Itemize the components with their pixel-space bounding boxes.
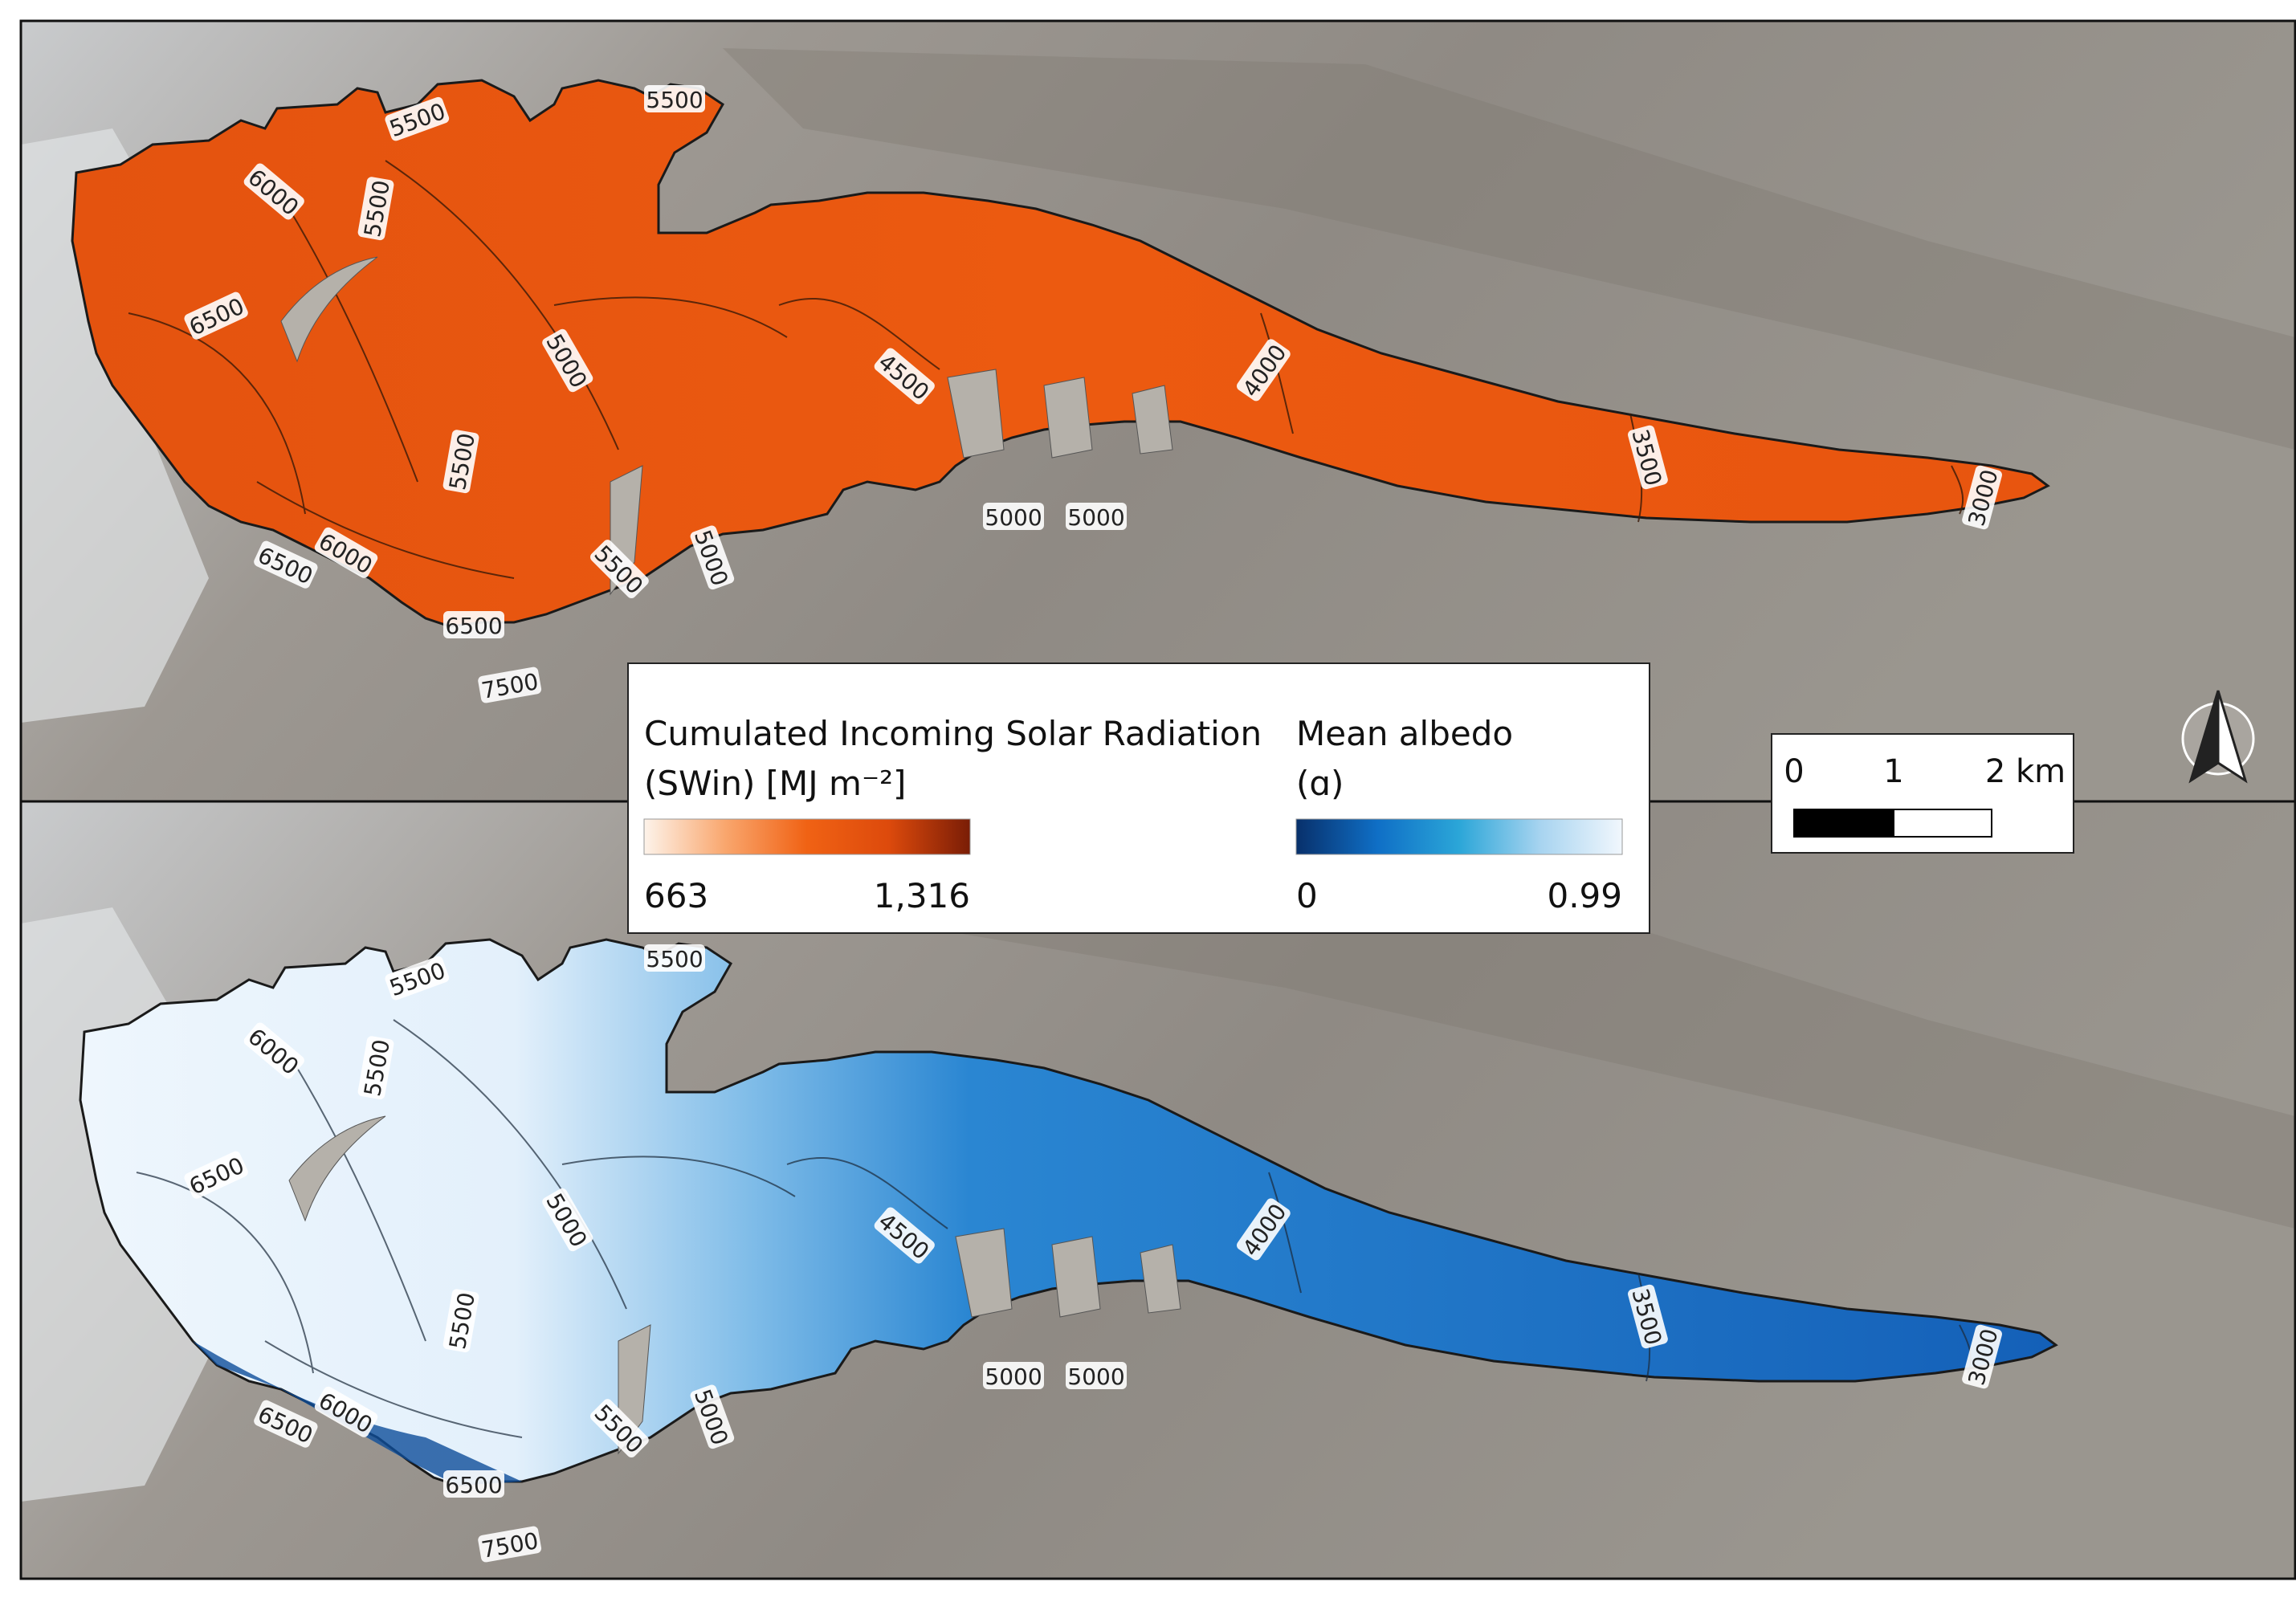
svg-text:6500: 6500 [445,613,502,639]
contour-label: 5500 [442,1289,480,1353]
contour-label: 5500 [644,85,705,113]
svg-text:5000: 5000 [985,504,1042,531]
svg-text:5500: 5500 [646,946,703,972]
ridge-shadow [723,48,2295,450]
albedo-legend-title-line2: (ɑ) [1296,764,1344,803]
svg-text:5000: 5000 [1067,1364,1124,1390]
contour-label: 5000 [983,1362,1044,1390]
contour-label: 5000 [983,503,1044,531]
legend-box: Cumulated Incoming Solar Radiation (SWin… [627,662,1650,934]
albedo-legend-title-line1: Mean albedo [1296,714,1513,753]
albedo-legend-min: 0 [1296,876,1318,915]
contour-label: 6500 [443,1470,504,1498]
scale-bar: 0 1 2 km [1771,733,2074,854]
swin-colorbar [643,818,971,855]
svg-text:6500: 6500 [445,1472,502,1498]
svg-text:5500: 5500 [646,87,703,113]
contour-label: 5000 [1066,503,1127,531]
scalebar-label-0: 0 [1784,753,1804,790]
albedo-colorbar [1295,818,1623,855]
low-albedo-margin [193,1341,522,1486]
swin-legend-title-line1: Cumulated Incoming Solar Radiation [644,714,1262,753]
swin-legend-max: 1,316 [874,876,970,915]
contour-label: 6500 [443,611,504,639]
nunatak-top [280,256,1173,596]
contour-label: 5500 [644,944,705,972]
scalebar-white-segment [1893,809,1992,838]
contour-lines-top [128,160,1964,579]
scalebar-label-1: 1 [1883,753,1903,790]
contour-lines-bottom [136,1019,1972,1438]
north-arrow-icon [2181,690,2255,784]
scalebar-black-segment [1793,809,1894,838]
swin-legend-min: 663 [644,876,708,915]
scalebar-label-2: 2 km [1985,753,2066,790]
glacier-albedo [79,938,2057,1487]
svg-text:5000: 5000 [985,1364,1042,1390]
swin-legend-title-line2: (SWin) [MJ m⁻²] [644,764,906,803]
albedo-legend-max: 0.99 [1547,876,1622,915]
contour-label: 5000 [1066,1362,1127,1390]
svg-text:5000: 5000 [1067,504,1124,531]
